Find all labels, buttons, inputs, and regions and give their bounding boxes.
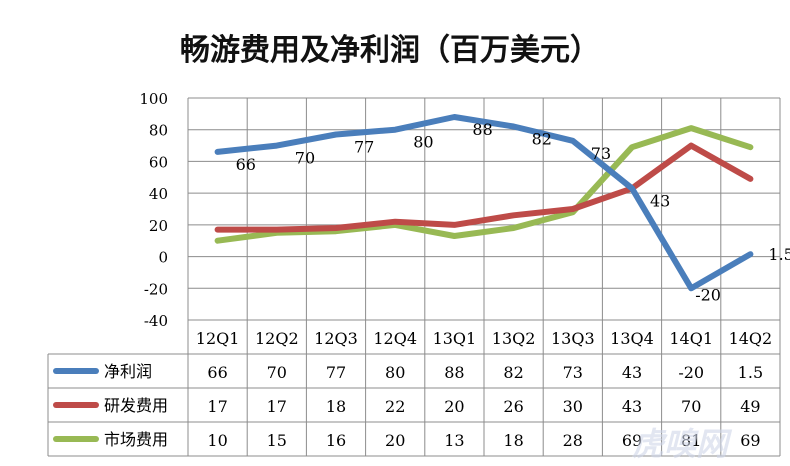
table-cell: 80 [385, 363, 405, 382]
x-tick-label: 12Q2 [255, 329, 299, 348]
legend-label: 市场费用 [104, 430, 168, 449]
data-label: -20 [695, 285, 721, 304]
watermark: 虎嗅网 [632, 425, 733, 463]
x-tick-label: 13Q4 [610, 329, 654, 348]
table-cell: 10 [207, 431, 227, 450]
x-tick-label: 13Q3 [551, 329, 595, 348]
table-cell: 30 [563, 397, 583, 416]
table-cell: 20 [385, 431, 405, 450]
table-cell: 70 [267, 363, 287, 382]
table-cell: 69 [740, 431, 760, 450]
table-cell: 22 [385, 397, 405, 416]
table-cell: 43 [622, 397, 642, 416]
x-tick-label: 13Q1 [433, 329, 477, 348]
x-tick-label: 14Q2 [729, 329, 773, 348]
table-cell: 20 [444, 397, 464, 416]
data-label: 88 [472, 120, 492, 139]
table-cell: 18 [503, 431, 523, 450]
data-label: 77 [354, 137, 374, 156]
y-tick-label: 80 [149, 122, 168, 140]
table-cell: 43 [622, 363, 642, 382]
chart-title: 畅游费用及净利润（百万美元） [180, 33, 600, 68]
y-tick-label: 60 [149, 153, 168, 171]
y-tick-label: -20 [144, 280, 168, 298]
y-tick-label: 100 [139, 90, 168, 108]
series-lines [214, 114, 754, 292]
table-cell: 69 [622, 431, 642, 450]
x-tick-label: 14Q1 [669, 329, 713, 348]
table-cell: 17 [207, 397, 227, 416]
data-label: 80 [413, 133, 433, 152]
table-cell: 49 [740, 397, 760, 416]
data-label: 70 [295, 149, 315, 168]
table-cell: 13 [444, 431, 464, 450]
table-cell: 70 [681, 397, 701, 416]
series-line [214, 114, 754, 292]
table-cell: 16 [326, 431, 346, 450]
y-axis-ticks: -40 -20 0 20 40 60 80 100 [139, 90, 168, 330]
x-tick-label: 12Q3 [314, 329, 358, 348]
x-tick-label: 13Q2 [492, 329, 536, 348]
gridlines [187, 97, 781, 456]
data-label: 73 [591, 144, 611, 163]
table-cell: 17 [267, 397, 287, 416]
y-tick-label: 20 [149, 217, 168, 235]
series-line [214, 142, 754, 233]
table-cell: 15 [267, 431, 287, 450]
data-labels: 66 70 77 80 88 82 73 43 -20 1.5 [236, 120, 790, 304]
table-cell: 66 [207, 363, 227, 382]
y-tick-label: 0 [158, 249, 168, 267]
y-tick-label: -40 [144, 312, 168, 330]
data-table: 12Q1 12Q2 12Q3 12Q4 13Q1 13Q2 13Q3 13Q4 14Q1 14Q2… [47, 319, 780, 457]
table-cell: 77 [326, 363, 346, 382]
table-cell: 26 [503, 397, 523, 416]
data-label: 66 [236, 155, 256, 174]
table-cell: 1.5 [738, 363, 763, 382]
legend-label: 净利润 [104, 362, 152, 381]
data-label: 43 [650, 191, 670, 210]
table-cell: -20 [678, 363, 704, 382]
data-label: 1.5 [768, 245, 790, 264]
x-tick-label: 12Q4 [373, 329, 417, 348]
data-label: 82 [532, 130, 552, 149]
table-cell: 81 [681, 431, 701, 450]
legend-label: 研发费用 [104, 396, 168, 415]
table-cell: 18 [326, 397, 346, 416]
y-tick-label: 40 [149, 185, 168, 203]
x-tick-label: 12Q1 [196, 329, 240, 348]
table-cell: 82 [503, 363, 523, 382]
series-line [214, 125, 754, 244]
table-cell: 88 [444, 363, 464, 382]
table-cell: 73 [563, 363, 583, 382]
table-cell: 28 [563, 431, 583, 450]
